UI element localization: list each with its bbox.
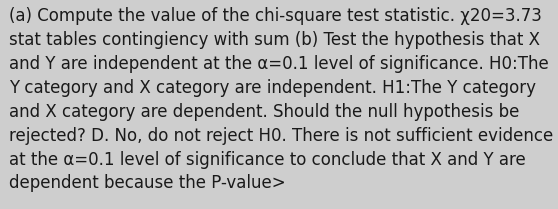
Text: (a) Compute the value of the chi-square test statistic. χ20=3.73
stat tables con: (a) Compute the value of the chi-square …	[9, 7, 553, 192]
